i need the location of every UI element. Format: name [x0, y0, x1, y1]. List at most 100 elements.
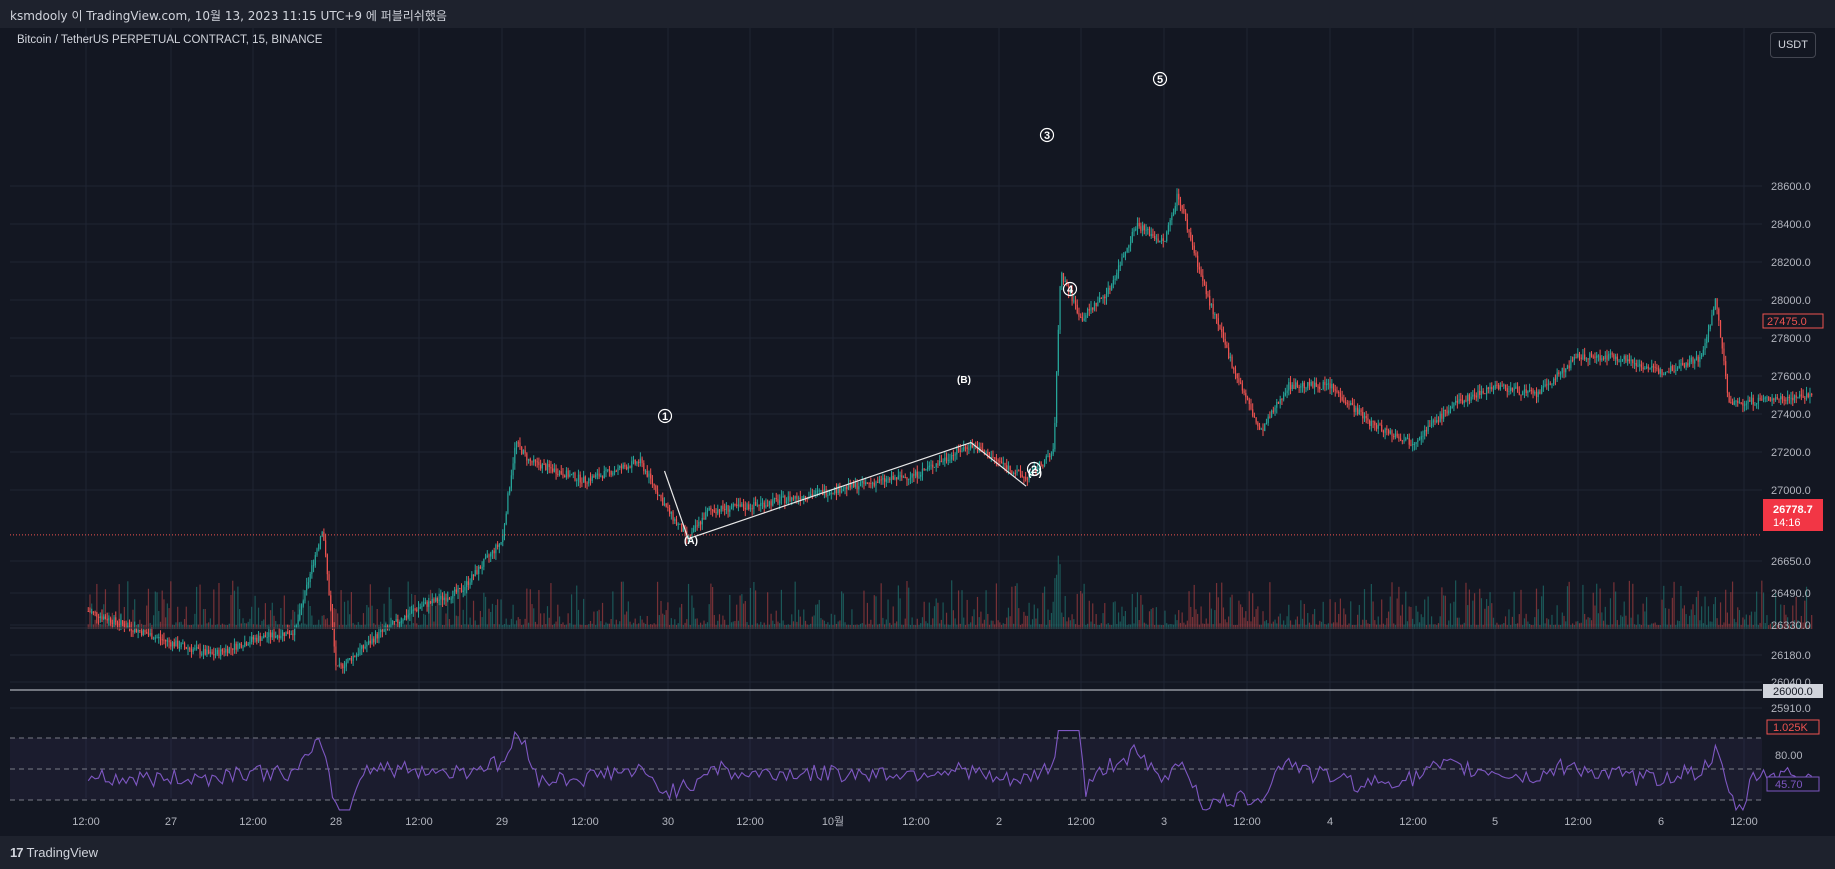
candle-body: [483, 559, 485, 567]
candle-body: [1007, 466, 1010, 470]
candle-body: [1556, 372, 1558, 380]
volume-bar: [897, 585, 899, 629]
volume-bar: [1673, 581, 1675, 629]
candle-body: [1334, 389, 1336, 391]
volume-bar: [713, 615, 715, 629]
candle-body: [366, 644, 368, 647]
candle-body: [374, 634, 377, 643]
candle-body: [1783, 399, 1785, 401]
candle-body: [810, 494, 812, 497]
volume-bar: [589, 620, 592, 629]
volume-bar: [643, 622, 645, 629]
volume-bar: [495, 604, 497, 629]
volume-bar: [1582, 584, 1584, 629]
candle-body: [1537, 391, 1539, 398]
candle-body: [1510, 387, 1512, 391]
candle-body: [1807, 393, 1809, 397]
candle-body: [911, 474, 913, 478]
volume-bar: [1661, 599, 1663, 629]
volume-bar: [1443, 595, 1445, 629]
time-tick: 10월: [822, 815, 844, 828]
candle-body: [139, 629, 141, 632]
candle-body: [1475, 395, 1477, 398]
volume-bar: [1033, 604, 1035, 629]
candle-body: [1293, 384, 1295, 389]
volume-bar: [1422, 617, 1424, 629]
candle-body: [1338, 392, 1340, 394]
volume-bar: [639, 615, 641, 629]
candle-body: [699, 521, 702, 525]
volume-bar: [1594, 605, 1596, 629]
volume-bar: [712, 587, 714, 629]
candle-body: [1090, 307, 1092, 311]
volume-bar: [178, 622, 181, 629]
candle-body: [1768, 397, 1770, 401]
candle-body: [1776, 397, 1778, 399]
volume-bar: [1150, 609, 1152, 629]
volume-bar: [1632, 583, 1634, 629]
volume-bar: [846, 624, 848, 629]
candle-body: [328, 574, 330, 596]
candle-body: [1754, 404, 1756, 406]
volume-bar: [1522, 624, 1524, 629]
candle-body: [607, 469, 609, 471]
volume-bar: [990, 620, 992, 629]
volume-bar: [949, 624, 951, 629]
volume-bar: [552, 624, 554, 629]
price-tick: 26330.0: [1771, 620, 1811, 632]
tradingview-logo[interactable]: 17 TradingView: [10, 845, 98, 860]
candle-body: [1582, 354, 1584, 360]
volume-bar: [374, 624, 377, 629]
volume-bar: [1190, 606, 1192, 629]
candle-body: [192, 649, 194, 652]
volume-bar: [1105, 624, 1108, 629]
volume-bar: [316, 624, 318, 629]
volume-bar: [524, 618, 526, 629]
candle-body: [1762, 398, 1765, 400]
volume-bar: [1554, 624, 1557, 629]
volume-bar: [957, 590, 960, 629]
candle-body: [428, 601, 430, 607]
currency-button[interactable]: USDT: [1770, 32, 1816, 58]
volume-bar: [1412, 618, 1414, 629]
candle-body: [672, 511, 674, 521]
candle-body: [1308, 382, 1311, 386]
candle-body: [732, 503, 734, 508]
candle-body: [1535, 392, 1538, 398]
volume-bar: [1592, 592, 1594, 629]
volume-bar: [1676, 620, 1679, 629]
candle-body: [509, 487, 511, 494]
volume-bar: [622, 581, 624, 629]
candle-body: [245, 642, 248, 646]
volume-bar: [1501, 624, 1503, 629]
candle-body: [321, 532, 323, 537]
volume-bar: [1071, 614, 1073, 629]
candle-body: [1398, 436, 1400, 439]
candle-body: [1166, 231, 1168, 241]
volume-bar: [560, 624, 562, 629]
candle-body: [1080, 316, 1082, 318]
candle-body: [976, 447, 979, 452]
candle-body: [1534, 392, 1536, 394]
volume-bar: [684, 622, 686, 629]
volume-bar: [1047, 609, 1049, 629]
candle-body: [701, 518, 703, 525]
volume-bar: [455, 615, 457, 629]
time-tick: 12:00: [1399, 816, 1427, 828]
candle-body: [868, 482, 870, 484]
volume-bar: [715, 624, 717, 629]
candle-body: [288, 634, 291, 636]
volume-bar: [1721, 624, 1723, 629]
volume-bar: [466, 585, 468, 629]
volume-bar: [1174, 614, 1176, 629]
volume-bar: [464, 624, 466, 629]
volume-bar: [1332, 622, 1335, 629]
volume-bar: [1229, 597, 1231, 629]
volume-bar: [1460, 624, 1462, 629]
volume-bar: [1572, 623, 1574, 629]
volume-bar: [1221, 582, 1223, 629]
candle-body: [610, 470, 612, 475]
candle-body: [1429, 425, 1431, 427]
volume-bar: [1570, 625, 1572, 629]
